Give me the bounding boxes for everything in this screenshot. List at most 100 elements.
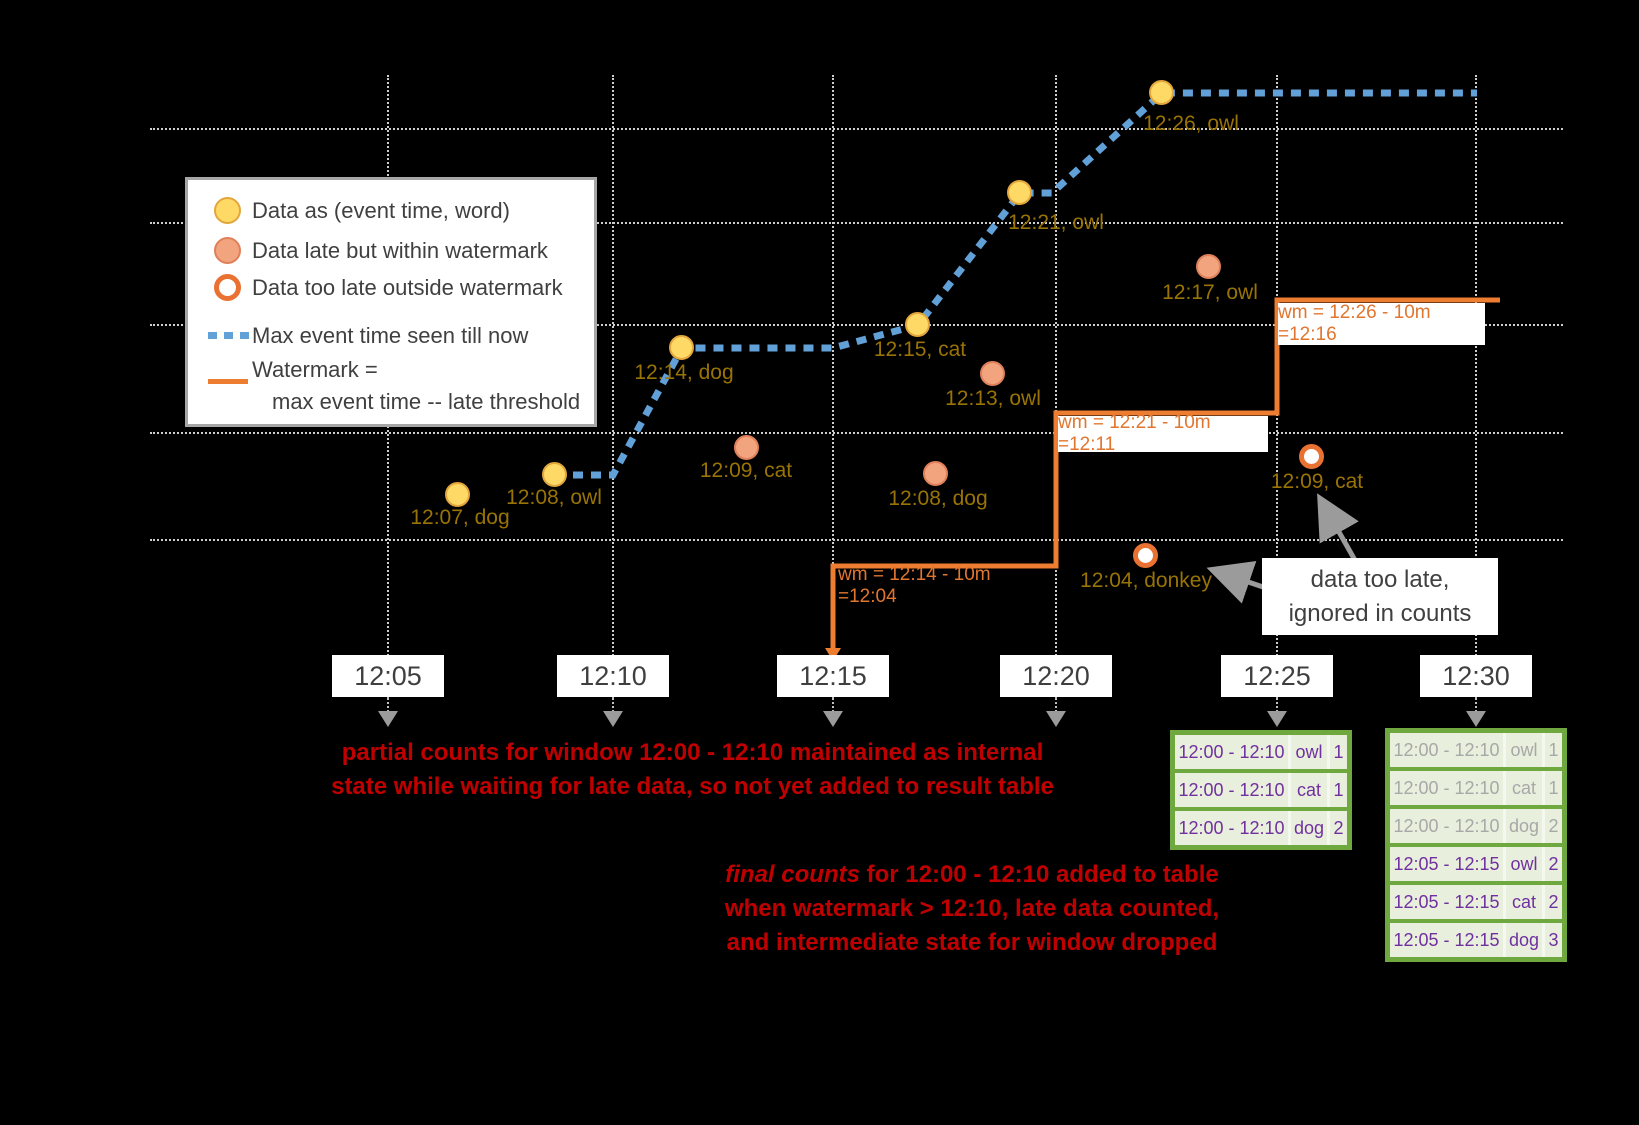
processing-time-label: 12:25 (1221, 655, 1333, 697)
note-line: when watermark > 12:10, late data counte… (724, 895, 1220, 922)
table-cell-word: dog (1506, 809, 1542, 843)
legend-item-watermark-line2: max event time -- late threshold (188, 387, 594, 417)
table-cell-window: 12:05 - 12:15 (1390, 847, 1503, 881)
result-table: 12:00 - 12:10 owl 1 12:00 - 12:10 cat 1 12:00 … (1385, 728, 1567, 962)
table-cell-window: 12:00 - 12:10 (1175, 735, 1288, 769)
table-cell-window: 12:05 - 12:15 (1390, 885, 1503, 919)
timeline-arrow-icon (603, 711, 623, 727)
timeline-arrow-stem (612, 697, 614, 712)
table-cell-word: cat (1291, 773, 1327, 807)
table-cell-word: dog (1506, 923, 1542, 957)
note-final-counts: final counts for 12:00 - 12:10 added to … (672, 858, 1272, 960)
table-cell-count: 2 (1545, 885, 1562, 919)
grid-hline (150, 128, 1563, 130)
event-dot (542, 462, 567, 487)
watermark-value-label: wm = 12:14 - 10m =12:04 (838, 564, 991, 607)
legend: Data as (event time, word) Data late but… (185, 177, 597, 427)
event-label: 12:21, owl (1008, 211, 1104, 234)
event-label: 12:17, owl (1162, 281, 1258, 304)
watermark-line (830, 297, 1500, 650)
table-cell-word: cat (1506, 885, 1542, 919)
timeline-arrow-stem (1475, 697, 1477, 712)
final-counts-emphasis: final counts (725, 861, 860, 888)
processing-time-label: 12:15 (777, 655, 889, 697)
legend-item-watermark: Watermark = (188, 355, 594, 385)
legend-label: Data too late outside watermark (252, 275, 563, 300)
legend-item-on-time: Data as (event time, word) (188, 196, 594, 226)
table-cell-count: 1 (1545, 733, 1562, 767)
table-cell-word: dog (1291, 811, 1327, 845)
watermark-value-label: wm = 12:21 - 10m =12:11 (1058, 412, 1268, 455)
grid-vline (1475, 75, 1477, 712)
timeline-arrow-icon (1267, 711, 1287, 727)
note-line: and intermediate state for window droppe… (726, 929, 1218, 956)
table-cell-count: 3 (1545, 923, 1562, 957)
event-dot (734, 435, 759, 460)
table-cell-window: 12:00 - 12:10 (1390, 809, 1503, 843)
event-label: 12:07, dog (410, 506, 510, 529)
legend-item-too-late: Data too late outside watermark (188, 273, 594, 303)
table-cell-word: owl (1291, 735, 1327, 769)
table-cell-count: 1 (1545, 771, 1562, 805)
timeline-arrow-icon (1046, 711, 1066, 727)
legend-item-max-event-time: Max event time seen till now (188, 321, 594, 351)
event-label: 12:15, cat (873, 338, 967, 361)
processing-time-label: 12:05 (332, 655, 444, 697)
table-cell-word: cat (1506, 771, 1542, 805)
event-dot (1133, 543, 1158, 568)
table-cell-word: owl (1506, 847, 1542, 881)
timeline-arrow-stem (1276, 697, 1278, 712)
table-cell-count: 2 (1330, 811, 1347, 845)
watermark-line-icon (208, 379, 248, 384)
grid-vline (1055, 75, 1057, 712)
timeline-arrow-icon (1466, 711, 1486, 727)
legend-label: Watermark = (252, 357, 378, 382)
table-row: 12:00 - 12:10 owl 1 (1175, 735, 1347, 769)
max-event-time-line (555, 89, 1477, 479)
grid-vline (612, 75, 614, 712)
note-line: ignored in counts (1288, 599, 1472, 627)
table-cell-count: 1 (1330, 773, 1347, 807)
processing-time-label: 12:10 (557, 655, 669, 697)
timeline-arrow-stem (832, 697, 834, 712)
table-cell-window: 12:00 - 12:10 (1175, 773, 1288, 807)
event-label: 12:04, donkey (1080, 569, 1212, 592)
table-row: 12:00 - 12:10 cat 1 (1390, 771, 1562, 805)
event-label: 12:14, dog (634, 361, 734, 384)
note-line: partial counts for window 12:00 - 12:10 … (341, 739, 1044, 766)
grid-hline (150, 432, 1563, 434)
note-line-rest: for 12:00 - 12:10 added to table (859, 861, 1219, 888)
event-label: 12:09, cat (1270, 470, 1364, 493)
timeline-arrow-icon (378, 711, 398, 727)
table-row: 12:05 - 12:15 dog 3 (1390, 923, 1562, 957)
arrow-to-donkey-icon (1206, 560, 1264, 604)
timeline-arrow-stem (1055, 697, 1057, 712)
processing-time-label: 12:20 (1000, 655, 1112, 697)
grid-hline (150, 222, 1563, 224)
watermark-arrow-tip-icon (825, 648, 841, 661)
table-cell-window: 12:00 - 12:10 (1390, 733, 1503, 767)
max-event-time-line-icon (208, 332, 256, 339)
table-cell-count: 1 (1330, 735, 1347, 769)
late-dot-icon (214, 237, 241, 264)
event-label: 12:26, owl (1143, 112, 1239, 135)
event-dot (1299, 444, 1324, 469)
table-row: 12:05 - 12:15 cat 2 (1390, 885, 1562, 919)
note-partial-counts: partial counts for window 12:00 - 12:10 … (320, 736, 1065, 804)
table-row: 12:00 - 12:10 dog 2 (1390, 809, 1562, 843)
event-dot (445, 482, 470, 507)
grid-vline (832, 75, 834, 712)
grid-hline (150, 539, 1563, 541)
event-dot (669, 335, 694, 360)
table-cell-window: 12:00 - 12:10 (1175, 811, 1288, 845)
processing-time-label: 12:30 (1420, 655, 1532, 697)
table-cell-word: owl (1506, 733, 1542, 767)
event-label: 12:08, owl (506, 486, 602, 509)
legend-label: Data as (event time, word) (252, 198, 510, 223)
grid-hline (150, 324, 1563, 326)
event-label: 12:13, owl (945, 387, 1041, 410)
table-row: 12:05 - 12:15 owl 2 (1390, 847, 1562, 881)
legend-label: Max event time seen till now (252, 323, 529, 348)
event-dot (905, 312, 930, 337)
timeline-arrow-stem (387, 697, 389, 712)
